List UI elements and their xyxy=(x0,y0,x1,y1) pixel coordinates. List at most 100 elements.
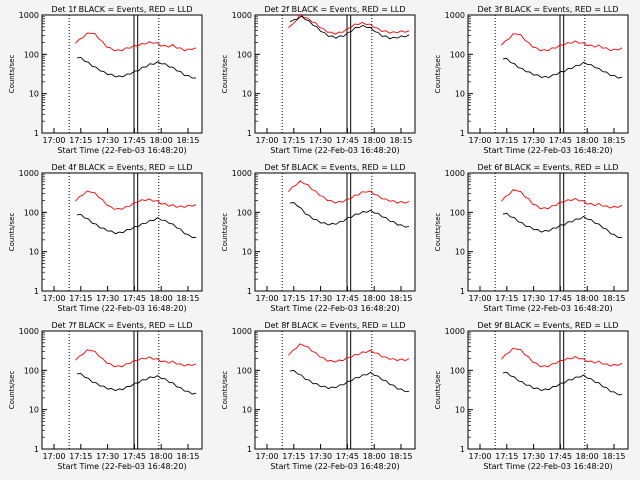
y-axis-label: Counts/sec xyxy=(8,213,16,252)
x-tick-label: 17:00 xyxy=(255,452,278,461)
y-tick-label: 100 xyxy=(237,208,252,217)
x-tick-label: 17:00 xyxy=(468,136,491,145)
series-line xyxy=(288,13,410,35)
y-tick-label: 1 xyxy=(460,287,465,296)
series-line xyxy=(501,347,623,368)
y-tick-label: 1000 xyxy=(232,327,252,336)
y-axis-label: Counts/sec xyxy=(434,55,442,94)
x-tick-label: 17:45 xyxy=(549,136,572,145)
x-tick-label: 17:45 xyxy=(336,136,359,145)
x-tick-label: 17:30 xyxy=(522,294,545,303)
x-axis-label: Start Time (22-Feb-03 16:48:20) xyxy=(483,304,612,313)
plot-frame xyxy=(467,14,629,134)
panel-title: Det 3f BLACK = Events, RED = LLD xyxy=(477,5,618,14)
plot-frame xyxy=(254,330,416,450)
x-tick-label: 17:15 xyxy=(495,452,518,461)
x-tick-label: 17:15 xyxy=(282,452,305,461)
y-axis-label: Counts/sec xyxy=(434,213,442,252)
y-tick-label: 1 xyxy=(34,445,39,454)
plot-frame xyxy=(41,330,203,450)
series-line xyxy=(76,213,197,238)
panel-title: Det 7f BLACK = Events, RED = LLD xyxy=(51,321,192,330)
x-tick-label: 17:30 xyxy=(96,136,119,145)
plot-frame xyxy=(467,172,629,292)
y-tick-label: 10 xyxy=(455,90,465,99)
x-tick-label: 17:30 xyxy=(309,294,332,303)
series-line xyxy=(289,202,410,228)
y-tick-label: 100 xyxy=(24,366,39,375)
y-tick-label: 1000 xyxy=(445,169,465,178)
series-line xyxy=(289,15,410,40)
y-tick-label: 1000 xyxy=(445,327,465,336)
plot-frame xyxy=(41,14,203,134)
x-tick-label: 18:15 xyxy=(176,294,199,303)
detector-panel: Det 1f BLACK = Events, RED = LLD 1 10 100 10… xyxy=(8,5,203,155)
x-tick-label: 17:15 xyxy=(69,452,92,461)
x-axis-label: Start Time (22-Feb-03 16:48:20) xyxy=(57,462,186,471)
x-tick-label: 17:00 xyxy=(255,136,278,145)
detector-panel: Det 7f BLACK = Events, RED = LLD 1 10 100 10… xyxy=(8,321,203,471)
plot-frame xyxy=(254,172,416,292)
y-tick-label: 1000 xyxy=(445,11,465,20)
x-axis-label: Start Time (22-Feb-03 16:48:20) xyxy=(57,304,186,313)
series-line xyxy=(75,190,197,210)
detector-panel: Det 5f BLACK = Events, RED = LLD 1 10 100 10… xyxy=(221,163,416,313)
y-tick-label: 100 xyxy=(237,50,252,59)
panel-title: Det 4f BLACK = Events, RED = LLD xyxy=(51,163,192,172)
x-axis-label: Start Time (22-Feb-03 16:48:20) xyxy=(270,304,399,313)
series-line xyxy=(75,32,197,52)
y-tick-label: 100 xyxy=(237,366,252,375)
x-tick-label: 17:45 xyxy=(336,452,359,461)
y-tick-label: 10 xyxy=(29,248,39,257)
series-line xyxy=(76,56,197,79)
panel-title: Det 6f BLACK = Events, RED = LLD xyxy=(477,163,618,172)
series-line xyxy=(502,212,623,238)
detector-panel: Det 3f BLACK = Events, RED = LLD 1 10 100 10… xyxy=(434,5,629,155)
y-tick-label: 1 xyxy=(247,445,252,454)
y-tick-label: 100 xyxy=(24,208,39,217)
detector-panel: Det 8f BLACK = Events, RED = LLD 1 10 100 10… xyxy=(221,321,416,471)
x-tick-label: 17:45 xyxy=(336,294,359,303)
series-line xyxy=(501,33,623,52)
plot-frame xyxy=(41,172,203,292)
y-axis-label: Counts/sec xyxy=(8,371,16,410)
y-tick-label: 1 xyxy=(247,287,252,296)
y-axis-label: Counts/sec xyxy=(221,55,229,94)
series-line xyxy=(502,371,623,396)
y-tick-label: 100 xyxy=(450,208,465,217)
x-tick-label: 17:15 xyxy=(69,136,92,145)
y-axis-label: Counts/sec xyxy=(221,371,229,410)
x-tick-label: 17:00 xyxy=(42,294,65,303)
x-tick-label: 18:15 xyxy=(389,452,412,461)
y-tick-label: 1 xyxy=(34,129,39,138)
y-tick-label: 1 xyxy=(247,129,252,138)
x-tick-label: 17:15 xyxy=(495,136,518,145)
x-tick-label: 18:15 xyxy=(176,136,199,145)
y-tick-label: 10 xyxy=(242,90,252,99)
x-tick-label: 17:00 xyxy=(42,452,65,461)
series-line xyxy=(288,180,410,204)
panel-title: Det 9f BLACK = Events, RED = LLD xyxy=(477,321,618,330)
plot-frame xyxy=(467,330,629,450)
x-tick-label: 18:00 xyxy=(363,452,386,461)
x-tick-label: 17:00 xyxy=(468,294,491,303)
y-tick-label: 10 xyxy=(242,406,252,415)
y-tick-label: 1 xyxy=(460,129,465,138)
series-line xyxy=(289,369,410,393)
x-tick-label: 18:00 xyxy=(363,136,386,145)
x-axis-label: Start Time (22-Feb-03 16:48:20) xyxy=(483,146,612,155)
y-axis-label: Counts/sec xyxy=(434,371,442,410)
y-axis-label: Counts/sec xyxy=(8,55,16,94)
x-tick-label: 18:15 xyxy=(176,452,199,461)
x-tick-label: 18:15 xyxy=(602,136,625,145)
y-tick-label: 10 xyxy=(455,406,465,415)
y-tick-label: 1000 xyxy=(19,11,39,20)
y-tick-label: 1 xyxy=(460,445,465,454)
x-tick-label: 18:00 xyxy=(150,294,173,303)
y-tick-label: 1000 xyxy=(19,169,39,178)
panel-title: Det 2f BLACK = Events, RED = LLD xyxy=(264,5,405,14)
y-tick-label: 1000 xyxy=(19,327,39,336)
y-tick-label: 100 xyxy=(450,366,465,375)
panel-title: Det 8f BLACK = Events, RED = LLD xyxy=(264,321,405,330)
y-tick-label: 10 xyxy=(455,248,465,257)
